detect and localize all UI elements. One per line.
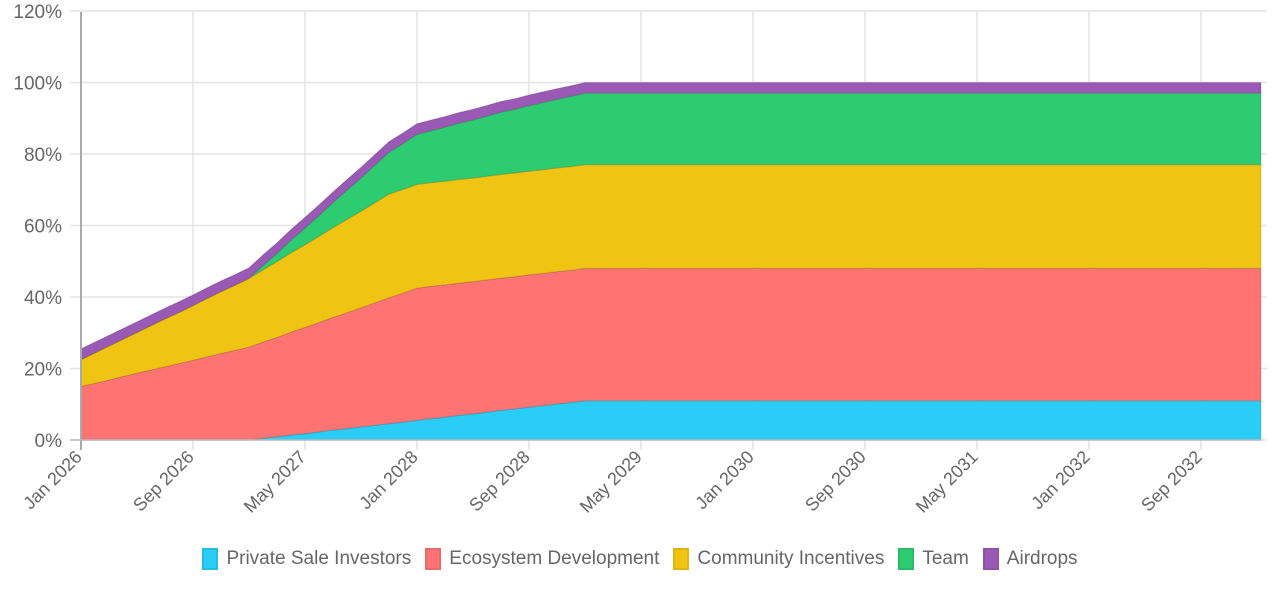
- x-tick-label: May 2031: [912, 447, 982, 517]
- legend-swatch: [982, 548, 999, 570]
- legend-swatch: [673, 548, 690, 570]
- x-axis-ticks: Jan 2026 Sep 2026 May 2027 Jan 2028 Sep 2028…: [19, 447, 1206, 517]
- x-tick-label: Sep 2028: [465, 447, 534, 516]
- axes: [70, 12, 1261, 450]
- x-tick-label: Sep 2032: [1137, 447, 1206, 516]
- y-tick-label: 120%: [13, 2, 62, 23]
- y-tick-label: 80%: [24, 145, 62, 166]
- x-tick-label: Jan 2032: [1027, 447, 1094, 514]
- y-tick-label: 20%: [24, 360, 62, 381]
- y-tick-label: 100%: [13, 74, 62, 95]
- legend-item-community-incentives[interactable]: Community Incentives: [673, 548, 884, 570]
- x-tick-label: May 2027: [240, 447, 310, 517]
- x-tick-label: Jan 2028: [355, 447, 422, 514]
- x-tick-label: Sep 2030: [801, 447, 870, 516]
- legend-item-ecosystem-development[interactable]: Ecosystem Development: [425, 548, 659, 570]
- legend-item-team[interactable]: Team: [898, 548, 969, 570]
- legend-label: Private Sale Investors: [226, 548, 412, 569]
- legend-label: Team: [922, 548, 969, 569]
- area-ecosystem-development[interactable]: [80, 267, 1262, 441]
- area-airdrops[interactable]: [80, 81, 1262, 361]
- x-tick-label: May 2029: [576, 447, 646, 517]
- legend-swatch: [202, 548, 219, 570]
- y-tick-label: 60%: [24, 217, 62, 238]
- legend-item-airdrops[interactable]: Airdrops: [982, 548, 1078, 570]
- legend-label: Airdrops: [1006, 548, 1078, 569]
- y-axis-ticks: 0% 20% 40% 60% 80% 100% 120%: [13, 2, 62, 452]
- legend-label: Community Incentives: [697, 548, 885, 569]
- legend-swatch: [898, 548, 915, 570]
- legend-swatch: [425, 548, 442, 570]
- legend: Private Sale Investors Ecosystem Developm…: [0, 548, 1280, 570]
- area-series-group: [80, 81, 1262, 441]
- y-tick-label: 0%: [35, 431, 63, 452]
- x-tick-label: Jan 2026: [19, 447, 86, 514]
- x-tick-label: Sep 2026: [129, 447, 198, 516]
- area-community-incentives[interactable]: [80, 164, 1262, 387]
- legend-item-private-sale-investors[interactable]: Private Sale Investors: [202, 548, 411, 570]
- area-team[interactable]: [80, 92, 1262, 361]
- legend-label: Ecosystem Development: [449, 548, 660, 569]
- x-tick-label: Jan 2030: [691, 447, 758, 514]
- y-tick-label: 40%: [24, 288, 62, 309]
